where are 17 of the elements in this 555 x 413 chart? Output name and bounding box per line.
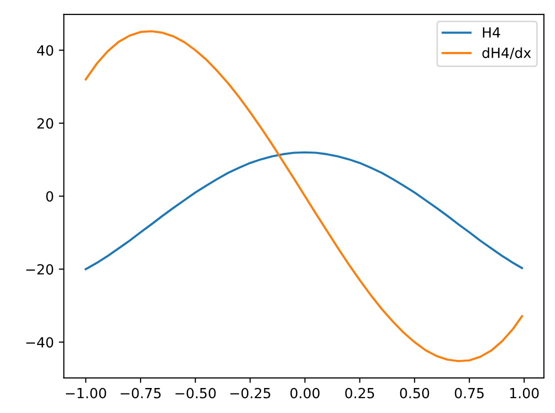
- y-tick-label: −40: [26, 337, 54, 348]
- y-tick-label: 40: [37, 45, 54, 56]
- legend-label: dH4/dx: [482, 47, 531, 60]
- x-tick-label: −0.75: [120, 388, 161, 398]
- x-tick-label: −0.50: [176, 388, 216, 398]
- x-tick-label: 1.00: [510, 388, 539, 398]
- line-series: [84, 151, 524, 270]
- x-tick-label: −0.25: [230, 388, 270, 398]
- x-tick-label: −1.00: [66, 388, 106, 398]
- legend-label: H4: [482, 27, 500, 38]
- x-tick-label: 0.00: [290, 388, 320, 398]
- y-tick-label: 0: [46, 191, 54, 202]
- y-tick-label: −20: [26, 264, 54, 275]
- x-tick-label: 0.75: [454, 388, 484, 398]
- x-tick-label: 0.50: [400, 388, 430, 398]
- x-tick-label: 0.25: [345, 388, 374, 398]
- y-tick-label: 20: [37, 118, 54, 129]
